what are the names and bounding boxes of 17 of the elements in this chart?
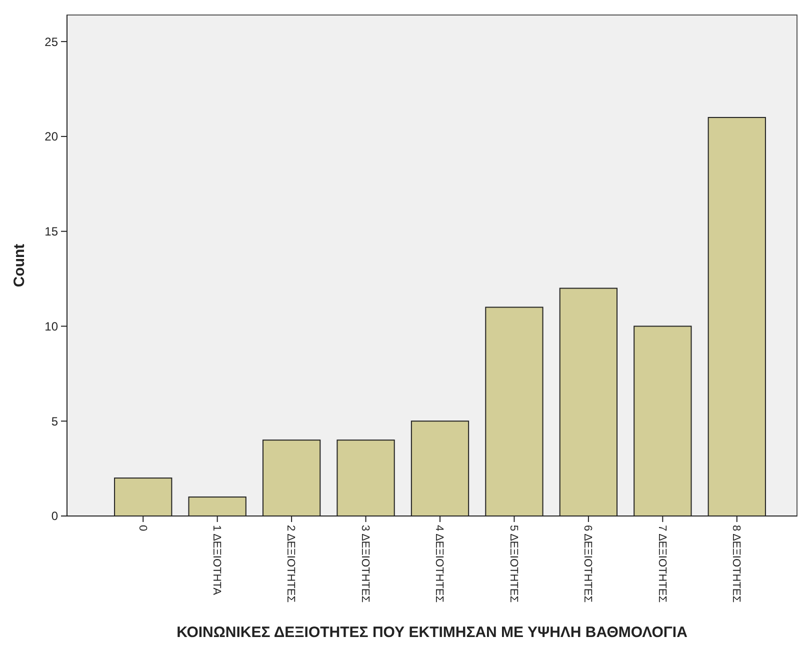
y-tick-label: 20 [44,130,58,144]
x-tick-label: 6 ΔΕΞΙΟΤΗΤΕΣ [582,525,594,603]
y-tick-label: 15 [44,224,58,239]
x-tick-label: 5 ΔΕΞΙΟΤΗΤΕΣ [507,525,520,603]
y-tick-label: 0 [51,509,58,524]
y-tick-label: 5 [51,414,58,428]
y-tick-label: 10 [44,319,58,334]
x-tick-label: 3 ΔΕΞΙΟΤΗΤΕΣ [358,525,371,603]
x-tick-label: 1 ΔΕΞΙΟΤΗΤΑ [210,525,222,596]
x-tick-label: 8 ΔΕΞΙΟΤΗΤΕΣ [730,525,742,603]
x-tick-label: 7 ΔΕΞΙΟΤΗΤΕΣ [656,525,668,603]
y-tick-label: 25 [44,34,58,49]
x-axis-title: ΚΟΙΝΩΝΙΚΕΣ ΔΕΞΙΟΤΗΤΕΣ ΠΟΥ ΕΚΤΙΜΗΣΑΝ ΜΕ ΥΨΗΛΗ ΒΑΘΜΟΛΟΓΙΑ [176,624,688,641]
x-tick-label: 0 [136,525,148,532]
x-tick-label: 2 ΔΕΞΙΟΤΗΤΕΣ [284,525,297,603]
x-tick-label: 4 ΔΕΞΙΟΤΗΤΕΣ [433,525,446,603]
y-axis-title: Count [11,244,28,288]
